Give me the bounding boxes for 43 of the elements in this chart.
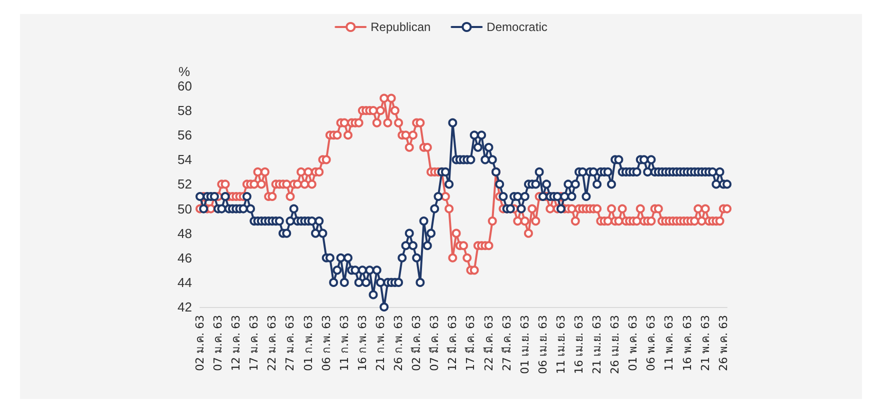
x-tick-label: 21 เม.ย. 63 — [590, 315, 604, 374]
x-tick-label: 22 มี.ค. 63 — [482, 315, 496, 371]
y-tick-label: 56 — [178, 128, 192, 143]
x-tick-label: 27 ม.ค. 63 — [284, 315, 297, 371]
x-tick-label: 17 ม.ค. 63 — [248, 315, 261, 371]
x-tick-label: 01 พ.ค. 63 — [626, 315, 640, 371]
y-tick-label: 42 — [178, 300, 192, 314]
x-tick-label: 01 เม.ย. 63 — [518, 315, 532, 374]
x-tick-label: 07 ม.ค. 63 — [212, 315, 225, 371]
x-tick-label: 11 ก.พ. 63 — [338, 315, 351, 371]
x-tick-label: 21 ก.พ. 63 — [374, 315, 387, 371]
x-tick-label: 16 พ.ค. 63 — [680, 315, 694, 371]
x-tick-label: 12 มี.ค. 63 — [446, 315, 460, 371]
y-tick-label: 52 — [178, 176, 192, 192]
x-tick-label: 06 พ.ค. 63 — [644, 315, 658, 371]
y-axis-title: % — [178, 64, 190, 79]
x-tick-label: 16 ก.พ. 63 — [356, 315, 369, 371]
y-tick-label: 48 — [178, 226, 192, 241]
x-tick-label: 11 เม.ย. 63 — [554, 315, 568, 374]
y-tick-label: 54 — [178, 152, 192, 168]
x-tick-label: 06 ก.พ. 63 — [320, 315, 333, 371]
y-tick-label: 44 — [178, 274, 192, 290]
x-tick-label: 27 มี.ค. 63 — [500, 315, 514, 371]
x-tick-label: 17 มี.ค. 63 — [464, 315, 478, 371]
y-tick-label: 60 — [178, 78, 192, 94]
y-tick-label: 58 — [178, 103, 192, 118]
x-tick-label: 02 ม.ค. 63 — [194, 315, 206, 371]
x-tick-label: 07 มี.ค. 63 — [428, 315, 442, 371]
y-tick-label: 46 — [178, 250, 192, 266]
x-tick-label: 26 ก.พ. 63 — [392, 315, 406, 371]
x-tick-label: 11 พ.ค. 63 — [662, 315, 676, 371]
x-tick-label: 12 ม.ค. 63 — [230, 315, 243, 371]
x-tick-label: 26 เม.ย. 63 — [608, 315, 622, 374]
legend-label: Democratic — [486, 20, 548, 34]
x-tick-label: 26 พ.ค. 63 — [716, 315, 730, 371]
x-tick-label: 22 ม.ค. 63 — [266, 315, 279, 371]
x-tick-label: 21 พ.ค. 63 — [698, 315, 712, 371]
x-tick-label: 01 ก.พ. 63 — [302, 315, 315, 371]
legend-label: Republican — [370, 20, 431, 34]
x-tick-label: 06 เม.ย. 63 — [536, 315, 550, 374]
x-tick-label: 16 เม.ย. 63 — [572, 315, 586, 374]
y-tick-label: 50 — [178, 201, 192, 216]
x-tick-label: 02 มี.ค. 63 — [410, 315, 424, 371]
